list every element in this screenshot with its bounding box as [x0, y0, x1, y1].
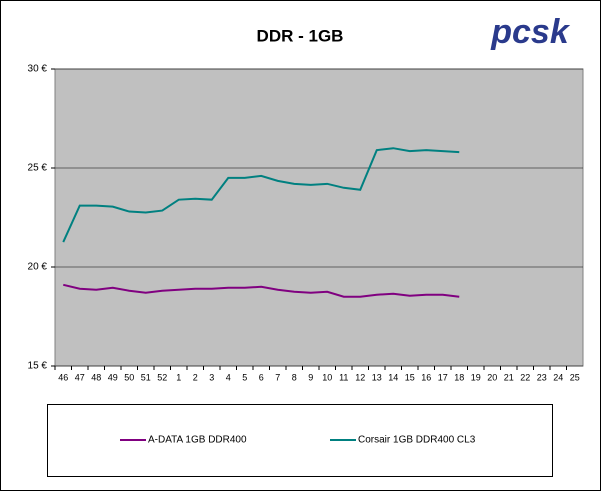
- x-tick-label: 17: [438, 372, 448, 382]
- y-tick-label: 30 €: [28, 64, 48, 75]
- series-line: [62, 147, 460, 243]
- x-tick-label: 8: [292, 372, 297, 382]
- x-tick-label: 25: [570, 372, 580, 382]
- x-tick-label: 9: [308, 372, 313, 382]
- chart-title: DDR - 1GB: [257, 26, 344, 45]
- x-tick-label: 2: [193, 372, 198, 382]
- x-tick-label: 46: [58, 372, 68, 382]
- legend-label: A-DATA 1GB DDR400: [148, 435, 247, 446]
- series-line: [63, 283, 460, 298]
- x-tick-label: 24: [553, 372, 563, 382]
- legend-label: Corsair 1GB DDR400 CL3: [358, 435, 476, 446]
- x-tick-label: 49: [108, 372, 118, 382]
- y-tick-label: 20 €: [28, 262, 48, 273]
- x-tick-label: 16: [421, 372, 431, 382]
- x-tick-label: 13: [372, 372, 382, 382]
- x-tick-label: 20: [487, 372, 497, 382]
- x-tick-label: 19: [471, 372, 481, 382]
- x-tick-label: 50: [124, 372, 134, 382]
- x-tick-label: 3: [209, 372, 214, 382]
- x-tick-label: 21: [504, 372, 514, 382]
- x-tick-label: 48: [91, 372, 101, 382]
- x-tick-label: 23: [537, 372, 547, 382]
- x-tick-label: 12: [355, 372, 365, 382]
- x-tick-label: 14: [388, 372, 398, 382]
- y-tick-label: 25 €: [28, 163, 48, 174]
- x-tick-label: 7: [275, 372, 280, 382]
- logo: pcsk: [490, 13, 571, 51]
- x-tick-label: 22: [520, 372, 530, 382]
- x-tick-label: 4: [226, 372, 231, 382]
- x-tick-label: 47: [75, 372, 85, 382]
- x-tick-label: 52: [157, 372, 167, 382]
- x-tick-label: 10: [322, 372, 332, 382]
- plot-area: [54, 68, 584, 367]
- y-tick-label: 15 €: [28, 361, 48, 372]
- x-tick-label: 1: [176, 372, 181, 382]
- x-tick-label: 51: [141, 372, 151, 382]
- x-tick-label: 11: [339, 372, 348, 382]
- x-tick-label: 6: [259, 372, 264, 382]
- x-tick-label: 18: [454, 372, 464, 382]
- x-tick-label: 5: [242, 372, 247, 382]
- x-tick-label: 15: [405, 372, 415, 382]
